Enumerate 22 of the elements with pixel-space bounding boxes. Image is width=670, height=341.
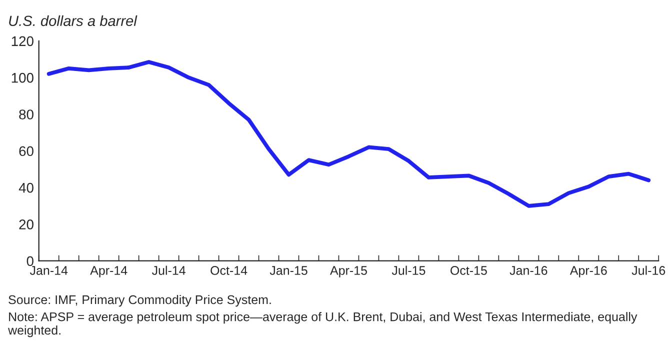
x-tick-label: Jul-16 [632,266,666,275]
y-tick-label: 120 [12,36,34,46]
x-tick-label: Oct-15 [450,266,487,275]
x-tick-label: Jul-14 [152,266,186,275]
y-tick-label: 20 [19,220,34,230]
source-note: Source: IMF, Primary Commodity Price System. [8,294,271,307]
x-tick-label: Jan-14 [30,266,68,275]
x-tick-label: Jan-16 [510,266,548,275]
y-tick-label: 60 [19,146,34,156]
text: Note: APSP = average petroleum spot price—average of U.K. Brent, Dubai, and West Texas Intermediate, equally weighted. [8,312,638,338]
x-tick-label: Jul-15 [392,266,426,275]
x-tick-label: Jan-15 [270,266,308,275]
chart-title: U.S. dollars a barrel [9,15,138,26]
y-tick-label: 80 [19,110,34,120]
y-tick-label: 100 [12,72,34,83]
x-tick-label: Oct-14 [210,266,248,275]
x-tick-label: Apr-14 [90,266,128,278]
y-tick-label: 40 [18,182,34,193]
y-tick-label: 0 [26,256,34,266]
x-tick-label: Apr-16 [570,266,607,278]
line-series [46,60,651,208]
x-tick-label: Apr-15 [330,266,367,278]
